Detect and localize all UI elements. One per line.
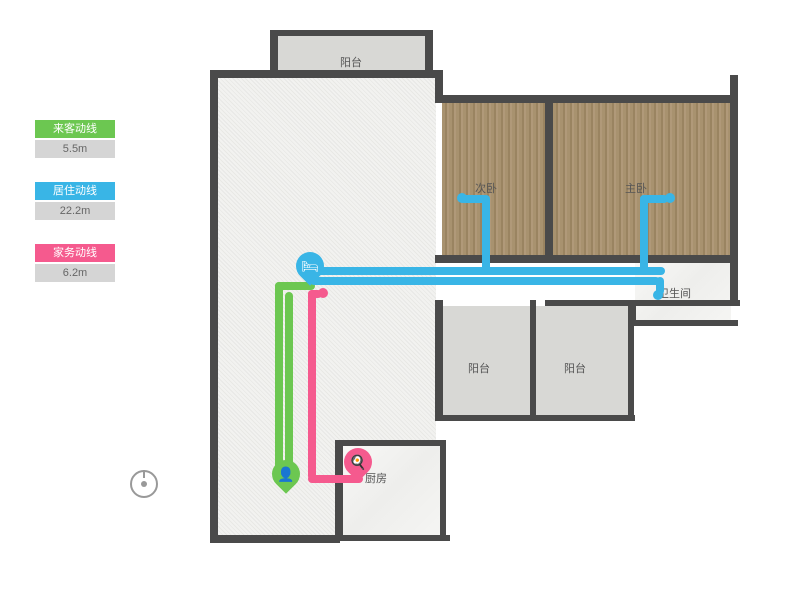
legend-panel: 来客动线 5.5m 居住动线 22.2m 家务动线 6.2m <box>35 120 115 306</box>
wall-8 <box>435 255 735 263</box>
legend-chore-label: 家务动线 <box>35 244 115 262</box>
path-blue-5 <box>310 277 660 285</box>
path-endcap-0 <box>457 193 467 203</box>
wall-7 <box>545 95 553 260</box>
wall-0 <box>210 70 218 540</box>
wall-6 <box>435 95 735 103</box>
legend-chore-value: 6.2m <box>35 264 115 282</box>
legend-guest-label: 来客动线 <box>35 120 115 138</box>
path-green-0 <box>275 282 283 482</box>
path-endcap-1 <box>665 193 675 203</box>
path-endcap-2 <box>653 290 663 300</box>
wall-21 <box>335 535 450 541</box>
wall-17 <box>210 535 340 543</box>
legend-guest: 来客动线 5.5m <box>35 120 115 158</box>
wall-9 <box>730 75 738 305</box>
legend-living-value: 22.2m <box>35 202 115 220</box>
path-green-2 <box>285 292 293 482</box>
wall-16 <box>628 320 738 326</box>
wall-11 <box>435 300 443 420</box>
marker-pink: 🍳 <box>344 448 372 484</box>
room-label-balcony_m1: 阳台 <box>468 360 490 376</box>
wall-4 <box>210 70 440 78</box>
marker-green-icon: 👤 <box>277 466 294 483</box>
wall-1 <box>270 30 278 75</box>
floorplan: 客餐厅 阳台次卧主卧卫生间阳台阳台厨房👤🛏🍳 <box>210 20 750 560</box>
marker-blue-icon: 🛏 <box>301 258 319 275</box>
legend-living: 居住动线 22.2m <box>35 182 115 220</box>
path-endcap-3 <box>318 288 328 298</box>
marker-green: 👤 <box>272 460 300 496</box>
wall-3 <box>425 30 433 75</box>
room-label-balcony_top: 阳台 <box>340 54 362 70</box>
wall-20 <box>440 440 446 540</box>
path-blue-4 <box>640 195 668 203</box>
wall-2 <box>270 30 430 36</box>
wall-18 <box>335 440 343 540</box>
wall-19 <box>335 440 445 446</box>
path-blue-3 <box>640 195 648 275</box>
wall-10 <box>545 300 740 306</box>
marker-blue: 🛏 <box>296 252 324 288</box>
legend-guest-value: 5.5m <box>35 140 115 158</box>
path-pink-0 <box>308 290 316 480</box>
legend-chore: 家务动线 6.2m <box>35 244 115 282</box>
room-label-balcony_m2: 阳台 <box>564 360 586 376</box>
room-label-bedroom1: 主卧 <box>625 180 647 196</box>
marker-pink-icon: 🍳 <box>349 454 366 471</box>
room-label-bedroom2: 次卧 <box>475 180 497 196</box>
legend-living-label: 居住动线 <box>35 182 115 200</box>
wall-13 <box>530 300 536 420</box>
compass-icon <box>130 470 158 498</box>
path-blue-1 <box>482 195 490 273</box>
